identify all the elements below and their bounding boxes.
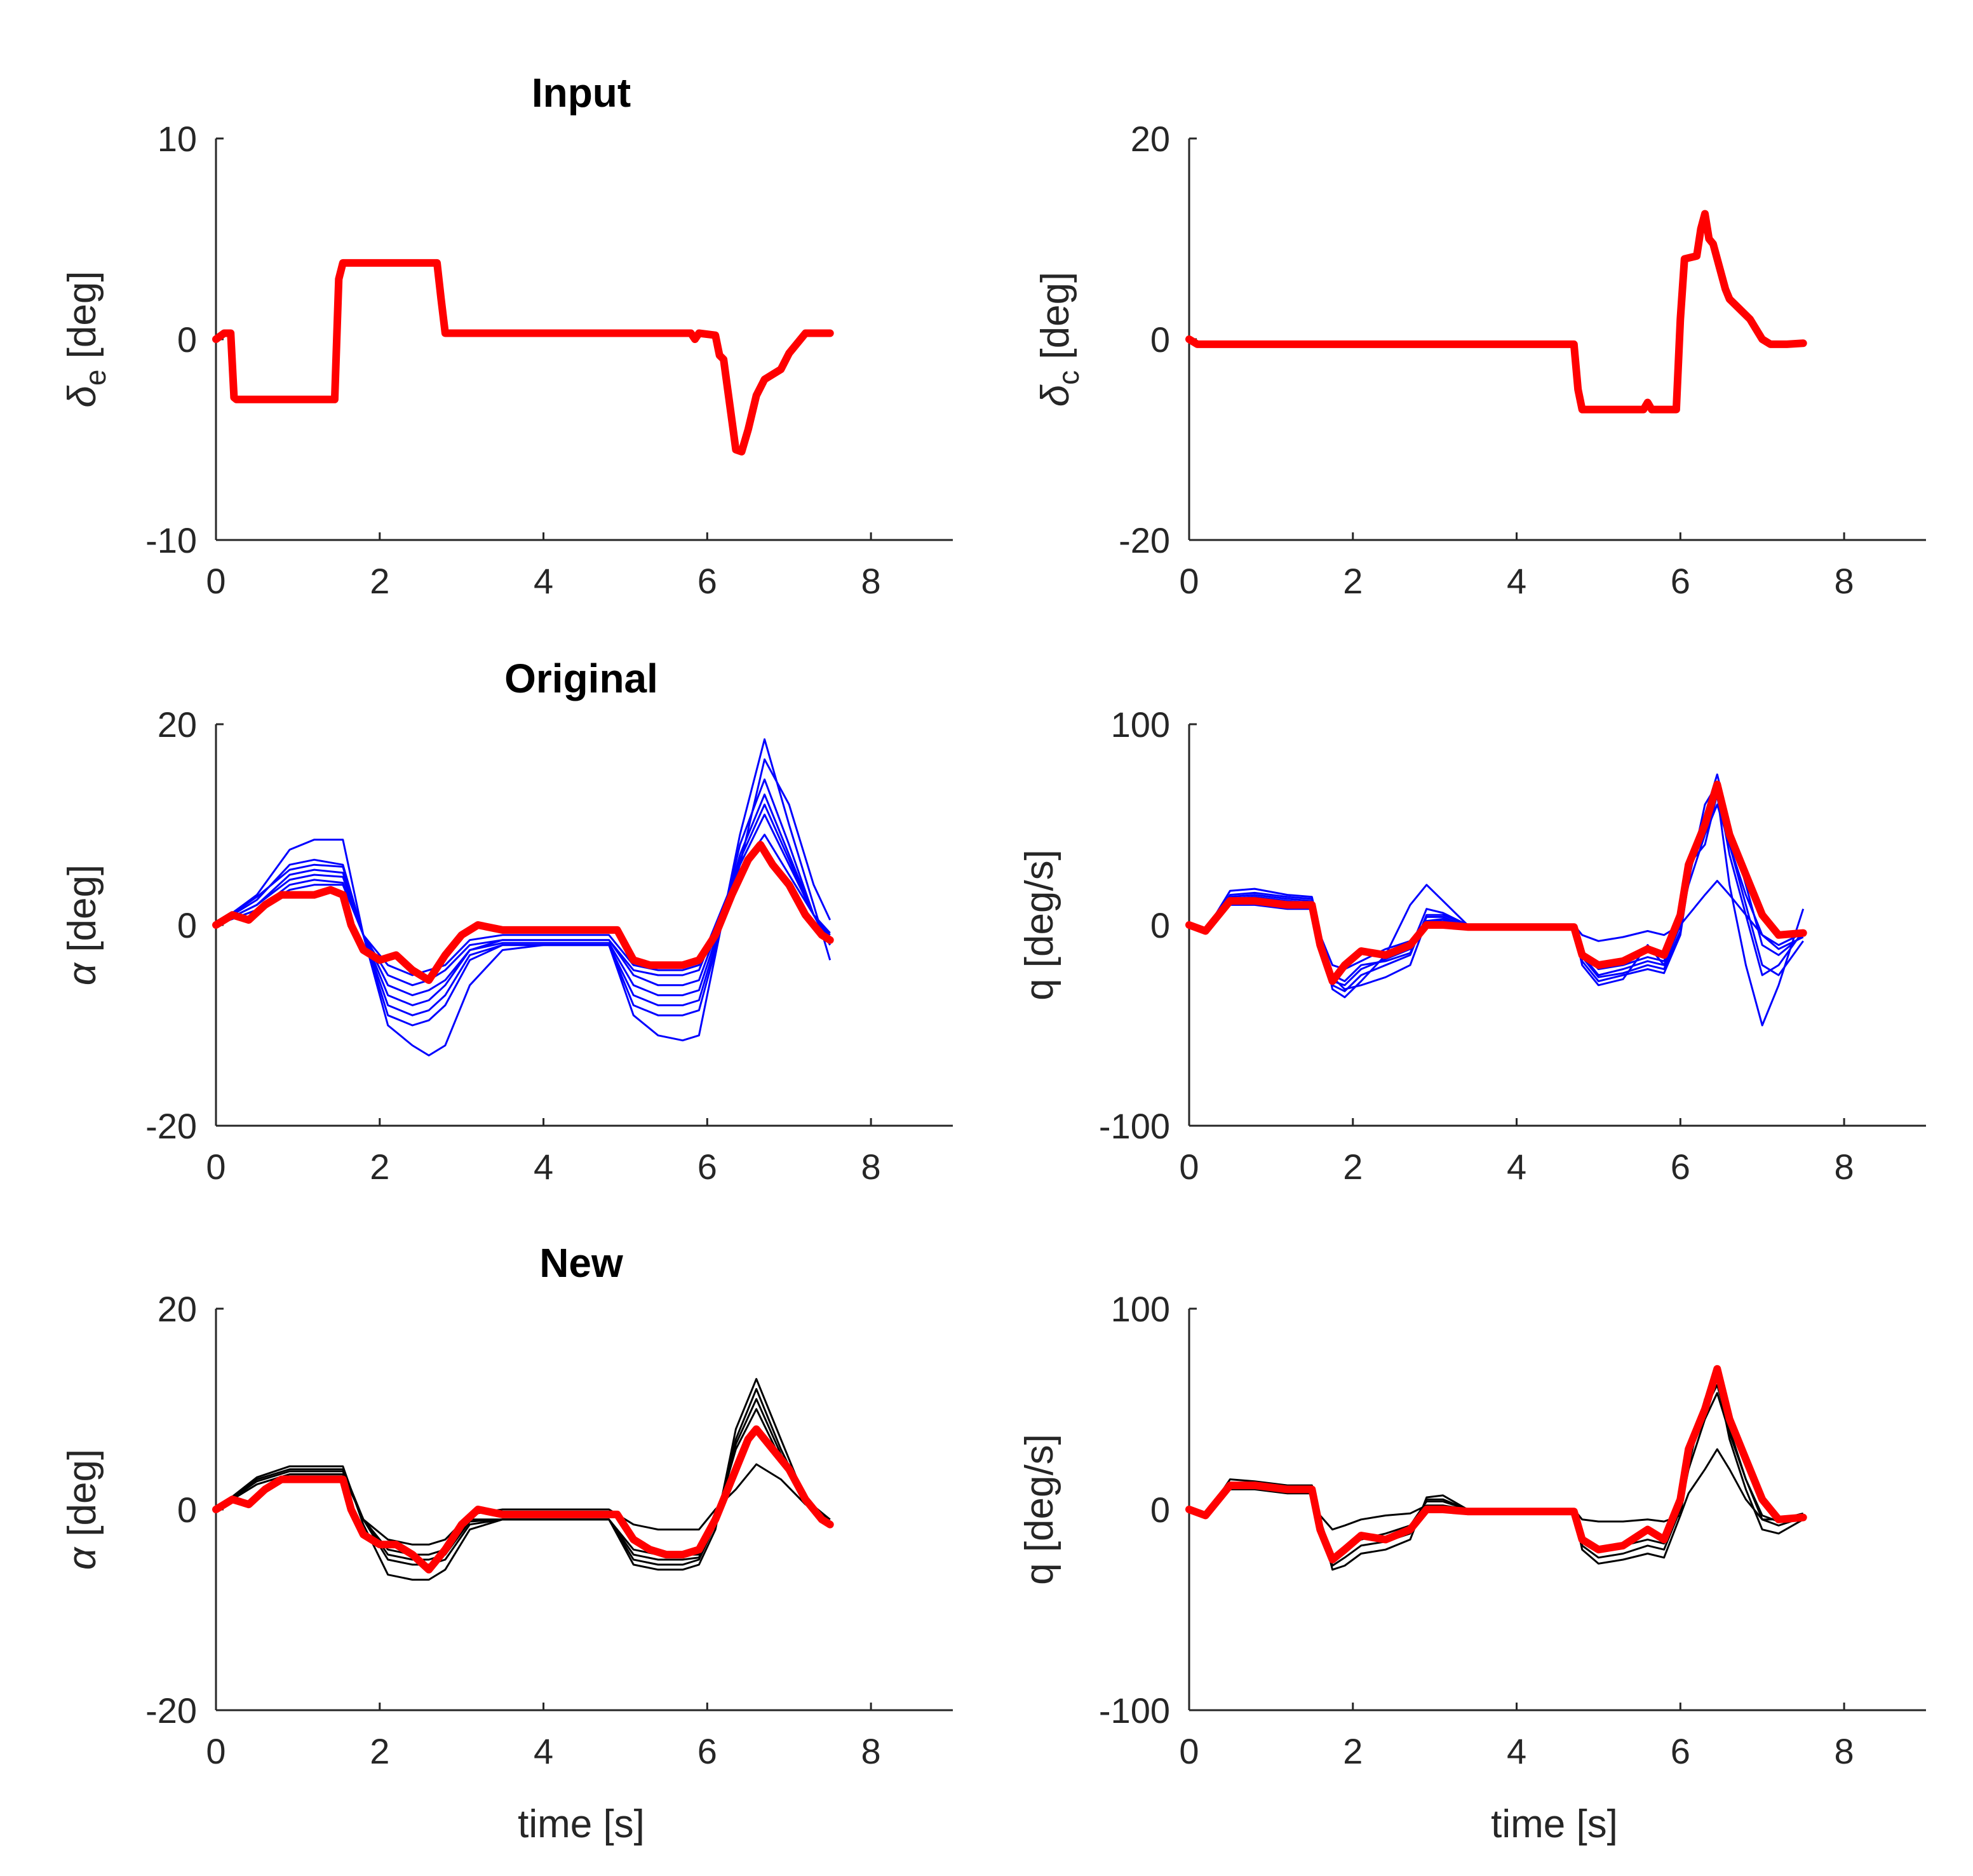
x-tick-label: 8 bbox=[1835, 1147, 1854, 1187]
y-axis-symbol: α bbox=[60, 962, 104, 985]
measured-line bbox=[212, 1425, 834, 1574]
x-tick-label: 4 bbox=[1507, 1731, 1526, 1771]
y-axis-subscript: e bbox=[79, 370, 112, 386]
x-tick-label: 4 bbox=[534, 561, 553, 601]
x-tick-label: 2 bbox=[370, 1147, 389, 1187]
y-tick-label: 0 bbox=[1150, 320, 1170, 360]
y-tick-label: 20 bbox=[158, 705, 197, 745]
ensemble-line-4 bbox=[215, 1463, 831, 1546]
x-axis-label: time [s] bbox=[518, 1802, 645, 1846]
x-tick-label: 6 bbox=[697, 1731, 717, 1771]
panel-title: New bbox=[539, 1240, 623, 1286]
ensemble-line-0 bbox=[1189, 1384, 1804, 1567]
x-tick-label: 6 bbox=[1671, 561, 1690, 601]
y-axis-unit: [deg/s] bbox=[1018, 849, 1061, 978]
y-axis-label: q [deg/s] bbox=[1018, 1434, 1061, 1585]
y-axis-label: q [deg/s] bbox=[1018, 849, 1061, 1001]
y-axis-symbol: δ bbox=[1034, 384, 1077, 407]
y-axis-unit: [deg] bbox=[60, 1449, 104, 1548]
x-tick-label: 8 bbox=[1835, 1731, 1854, 1771]
y-tick-label: 20 bbox=[158, 1289, 197, 1329]
ensemble-line-2 bbox=[215, 803, 831, 1006]
panel-title: Input bbox=[532, 70, 631, 116]
x-tick-label: 6 bbox=[1671, 1731, 1690, 1771]
y-axis-symbol: α bbox=[60, 1546, 104, 1570]
x-tick-label: 0 bbox=[206, 1731, 226, 1771]
x-tick-label: 6 bbox=[697, 1147, 717, 1187]
x-tick-label: 8 bbox=[1835, 561, 1854, 601]
measured-line bbox=[1185, 780, 1807, 985]
y-axis-unit: [deg] bbox=[1034, 272, 1077, 370]
x-tick-label: 0 bbox=[1179, 561, 1199, 601]
measured-line bbox=[212, 840, 834, 984]
ensemble-line-4 bbox=[215, 778, 832, 1027]
y-tick-label: -100 bbox=[1099, 1690, 1170, 1731]
y-tick-label: -100 bbox=[1099, 1106, 1170, 1146]
y-tick-label: -20 bbox=[1119, 520, 1170, 560]
x-tick-label: 4 bbox=[1507, 561, 1526, 601]
y-axis-unit: [deg] bbox=[60, 271, 104, 369]
x-tick-label: 0 bbox=[206, 561, 226, 601]
x-axis-label: time [s] bbox=[1491, 1802, 1618, 1846]
y-axis-symbol: q bbox=[1018, 1563, 1061, 1584]
y-axis-label: α [deg] bbox=[60, 1449, 104, 1570]
y-axis-label: δc [deg] bbox=[1034, 272, 1085, 407]
y-tick-label: -20 bbox=[145, 1106, 197, 1146]
y-axis-unit: [deg] bbox=[60, 865, 104, 963]
y-tick-label: 100 bbox=[1111, 1289, 1170, 1329]
y-tick-label: 0 bbox=[177, 905, 197, 945]
x-tick-label: 0 bbox=[1179, 1731, 1199, 1771]
ensemble-line-2 bbox=[1189, 793, 1805, 1027]
y-tick-label: 0 bbox=[1150, 905, 1170, 945]
y-tick-label: 0 bbox=[177, 1490, 197, 1530]
ensemble-line-2 bbox=[1189, 1392, 1804, 1559]
ensemble-line-5 bbox=[215, 738, 832, 1056]
measured-line bbox=[1185, 1365, 1807, 1563]
y-axis-subscript: c bbox=[1052, 370, 1085, 385]
y-tick-label: 0 bbox=[177, 320, 197, 360]
x-tick-label: 0 bbox=[1179, 1147, 1199, 1187]
panel-title: Original bbox=[504, 656, 658, 701]
y-tick-label: -10 bbox=[145, 520, 197, 560]
y-axis-label: δe [deg] bbox=[60, 271, 112, 407]
x-tick-label: 6 bbox=[697, 561, 717, 601]
ensemble-line-1 bbox=[215, 793, 831, 1016]
x-tick-label: 0 bbox=[206, 1147, 226, 1187]
y-tick-label: 20 bbox=[1131, 119, 1170, 159]
y-tick-label: -20 bbox=[145, 1690, 197, 1731]
x-tick-label: 8 bbox=[861, 561, 881, 601]
x-tick-label: 2 bbox=[370, 561, 389, 601]
y-tick-label: 0 bbox=[1150, 1490, 1170, 1530]
x-tick-label: 4 bbox=[534, 1147, 553, 1187]
x-tick-label: 2 bbox=[1343, 561, 1363, 601]
x-tick-label: 8 bbox=[861, 1147, 881, 1187]
y-tick-label: 10 bbox=[158, 119, 197, 159]
x-tick-label: 2 bbox=[1343, 1731, 1363, 1771]
x-tick-label: 2 bbox=[1343, 1147, 1363, 1187]
y-axis-symbol: δ bbox=[60, 386, 104, 408]
x-tick-label: 8 bbox=[861, 1731, 881, 1771]
y-axis-unit: [deg/s] bbox=[1018, 1434, 1061, 1563]
ensemble-line-3 bbox=[215, 1398, 831, 1561]
x-tick-label: 6 bbox=[1671, 1147, 1690, 1187]
y-axis-symbol: q bbox=[1018, 978, 1061, 1000]
measured-line bbox=[1185, 210, 1807, 414]
x-tick-label: 4 bbox=[534, 1731, 553, 1771]
y-axis-label: α [deg] bbox=[60, 865, 104, 985]
y-tick-label: 100 bbox=[1111, 705, 1170, 745]
ensemble-line-6 bbox=[215, 758, 832, 976]
x-tick-label: 2 bbox=[370, 1731, 389, 1771]
measured-line bbox=[212, 259, 834, 456]
x-tick-label: 4 bbox=[1507, 1147, 1526, 1187]
